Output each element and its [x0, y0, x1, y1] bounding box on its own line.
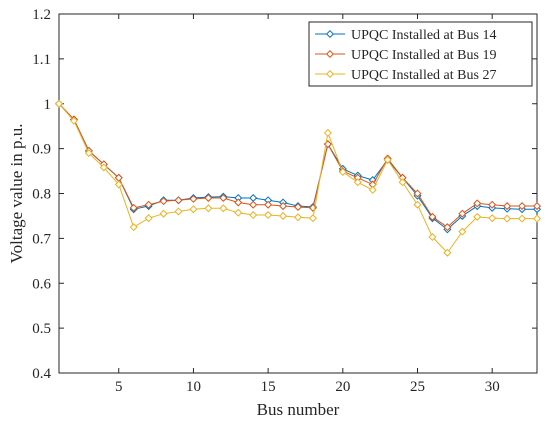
- y-tick-label: 0.6: [32, 276, 51, 292]
- legend-swatch-marker: [325, 49, 335, 59]
- data-point: [219, 193, 228, 202]
- data-point: [532, 214, 542, 223]
- legend-label: UPQC Installed at Bus 27: [351, 68, 496, 83]
- data-point: [69, 116, 78, 125]
- y-tick-label: 0.5: [32, 321, 51, 337]
- data-point: [428, 233, 437, 242]
- data-point: [323, 128, 332, 137]
- data-point: [473, 199, 482, 208]
- data-point: [293, 202, 303, 211]
- data-point: [443, 223, 452, 232]
- x-tick-label: 25: [410, 379, 425, 395]
- data-point: [144, 200, 153, 209]
- legend-item: UPQC Installed at Bus 14: [315, 28, 496, 43]
- data-point: [293, 213, 303, 222]
- data-point: [503, 202, 512, 211]
- y-tick-label: 1.2: [32, 7, 51, 23]
- data-point: [383, 155, 392, 164]
- data-point: [458, 209, 467, 218]
- data-point: [99, 163, 108, 172]
- legend: UPQC Installed at Bus 14 UPQC Installed a…: [308, 21, 533, 87]
- data-point: [144, 214, 153, 223]
- y-tick-label: 0.8: [32, 187, 51, 203]
- data-point: [84, 149, 93, 158]
- y-tick-label: 1.1: [32, 52, 51, 68]
- data-point: [174, 207, 183, 216]
- y-tick-label: 1: [44, 97, 52, 113]
- data-point: [129, 223, 138, 232]
- axis-ticks: 5 10 15 20 25 30 0.4 0.5 0.6 0.7 0.8 0.9 1 1.1 1.2: [32, 7, 537, 395]
- data-point: [129, 203, 138, 212]
- data-point: [488, 214, 497, 223]
- data-point: [204, 193, 213, 202]
- data-point: [234, 208, 243, 217]
- data-point: [264, 211, 273, 220]
- legend-item: UPQC Installed at Bus 19: [315, 48, 496, 63]
- series-layer: [54, 99, 542, 257]
- y-tick-label: 0.4: [32, 366, 51, 382]
- data-point: [532, 202, 542, 211]
- legend-box: [308, 21, 533, 87]
- y-axis-label: Voltage value in p.u.: [7, 124, 26, 264]
- x-tick-label: 10: [186, 379, 201, 395]
- data-point: [353, 178, 362, 187]
- data-point: [174, 196, 183, 205]
- data-point: [518, 214, 527, 223]
- data-point: [413, 200, 422, 209]
- data-point: [518, 202, 527, 211]
- data-point: [234, 198, 243, 207]
- data-point: [413, 189, 422, 198]
- data-point: [368, 185, 377, 194]
- data-point: [279, 211, 288, 220]
- data-point: [189, 205, 198, 214]
- series-2: [54, 99, 542, 232]
- data-point: [204, 204, 213, 213]
- data-point: [114, 180, 123, 189]
- data-point: [428, 212, 437, 221]
- data-point: [473, 212, 482, 221]
- x-tick-label: 15: [261, 379, 276, 395]
- data-point: [219, 204, 228, 213]
- legend-label: UPQC Installed at Bus 14: [351, 28, 496, 43]
- data-point: [159, 197, 168, 206]
- data-point: [189, 194, 198, 203]
- y-tick-label: 0.9: [32, 142, 51, 158]
- data-point: [159, 209, 168, 218]
- series-3: [54, 99, 542, 257]
- data-point: [264, 200, 273, 209]
- legend-label: UPQC Installed at Bus 19: [351, 48, 496, 63]
- data-point: [443, 248, 452, 257]
- data-point: [503, 214, 512, 223]
- data-point: [308, 214, 317, 223]
- data-point: [54, 99, 64, 108]
- data-point: [458, 227, 467, 236]
- legend-swatch-marker: [325, 69, 335, 79]
- x-tick-label: 5: [115, 379, 123, 395]
- data-point: [338, 167, 347, 176]
- legend-item: UPQC Installed at Bus 27: [315, 68, 496, 83]
- x-axis-label: Bus number: [257, 400, 340, 419]
- data-point: [398, 178, 407, 187]
- legend-swatch-marker: [325, 29, 335, 39]
- data-point: [279, 202, 288, 211]
- data-point: [488, 200, 497, 209]
- data-point: [249, 200, 258, 209]
- x-tick-label: 30: [485, 379, 500, 395]
- data-point: [249, 211, 258, 220]
- x-tick-label: 20: [335, 379, 350, 395]
- y-tick-label: 0.7: [32, 231, 51, 247]
